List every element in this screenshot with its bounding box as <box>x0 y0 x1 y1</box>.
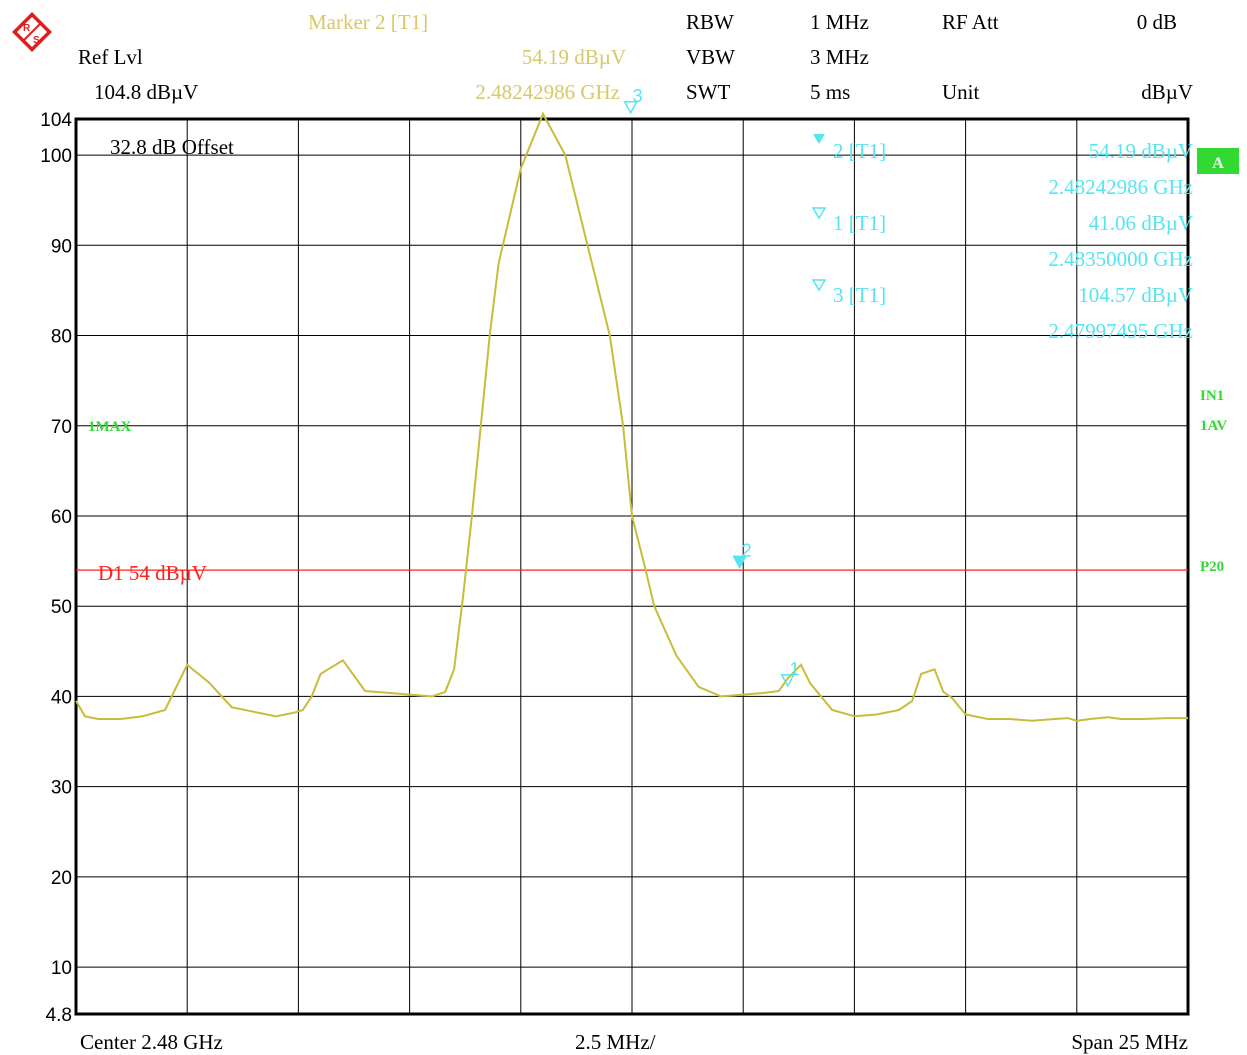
side-label-p20: P20 <box>1200 559 1224 575</box>
marker-3-icon <box>623 101 638 115</box>
marker-1-icon <box>780 674 795 688</box>
marker-table-freq: 2.47997495 GHz <box>1048 319 1193 343</box>
spectrum-trace <box>75 111 1188 722</box>
marker-triangle-icon <box>811 279 827 292</box>
trace-markers: 3 2 1 <box>623 86 800 688</box>
marker-filled-triangle-icon <box>813 134 825 144</box>
y-tick-label: 20 <box>51 868 72 889</box>
marker-2-label: 2 <box>742 540 752 560</box>
y-axis-ticks: 104 100 90 80 70 60 50 40 30 20 10 4.8 <box>40 110 72 1026</box>
marker-frequency: 2.48242986 GHz <box>475 80 620 104</box>
rs-logo: R S <box>12 12 52 52</box>
marker-level: 54.19 dBµV <box>522 45 626 69</box>
per-division: 2.5 MHz/ <box>575 1030 656 1054</box>
marker-table-level: 104.57 dBµV <box>1078 283 1193 307</box>
marker-table-label: 1 [T1] <box>833 211 886 235</box>
unit-value: dBµV <box>1141 80 1193 104</box>
y-tick-label: 10 <box>51 958 72 979</box>
marker-table-freq: 2.48350000 GHz <box>1048 247 1193 271</box>
marker-3-label: 3 <box>633 86 643 106</box>
y-tick-label: 50 <box>51 597 72 618</box>
swt-label: SWT <box>686 80 731 104</box>
marker-table: 2 [T1] 54.19 dBµV 2.48242986 GHz 1 [T1] … <box>811 134 1193 343</box>
y-tick-label: 100 <box>40 146 72 167</box>
ref-level-value: 104.8 dBµV <box>94 80 198 104</box>
unit-label: Unit <box>942 80 980 104</box>
side-label-1av: 1AV <box>1200 418 1227 434</box>
y-tick-label: 104 <box>40 110 72 131</box>
rf-att-value: 0 dB <box>1137 10 1177 34</box>
svg-text:R: R <box>23 23 31 34</box>
vbw-label: VBW <box>686 45 735 69</box>
side-label-in1: IN1 <box>1200 388 1224 404</box>
marker-1-label: 1 <box>790 659 800 679</box>
y-tick-label: 40 <box>51 687 72 708</box>
y-tick-label: 60 <box>51 507 72 528</box>
ref-level-label: Ref Lvl <box>78 45 143 69</box>
swt-value: 5 ms <box>810 80 850 104</box>
rbw-value: 1 MHz <box>810 10 869 34</box>
y-tick-label: 90 <box>51 236 72 257</box>
display-line-label: D1 54 dBµV <box>98 561 207 585</box>
vbw-value: 3 MHz <box>810 45 869 69</box>
y-tick-label: 30 <box>51 778 72 799</box>
trace-a-badge <box>1197 148 1239 174</box>
plot-frame <box>74 117 1190 1016</box>
y-tick-label: 80 <box>51 327 72 348</box>
center-frequency: Center 2.48 GHz <box>80 1030 223 1054</box>
svg-text:S: S <box>33 35 40 46</box>
y-tick-label: 70 <box>51 417 72 438</box>
marker-table-label: 3 [T1] <box>833 283 886 307</box>
trace-mode-label: 1MAX <box>88 419 131 435</box>
span: Span 25 MHz <box>1071 1030 1188 1054</box>
marker-table-freq: 2.48242986 GHz <box>1048 175 1193 199</box>
marker-triangle-icon <box>811 207 827 220</box>
offset-annotation: 32.8 dB Offset <box>110 135 234 159</box>
trace-a-badge-label: A <box>1212 155 1224 172</box>
y-tick-label: 4.8 <box>46 1005 72 1026</box>
marker-2-icon <box>732 555 747 569</box>
rbw-label: RBW <box>686 10 734 34</box>
marker-table-level: 54.19 dBµV <box>1089 139 1193 163</box>
marker-title: Marker 2 [T1] <box>308 10 428 34</box>
rf-att-label: RF Att <box>942 10 999 34</box>
plot-grid <box>76 119 1188 1014</box>
marker-table-label: 2 [T1] <box>833 139 886 163</box>
marker-table-level: 41.06 dBµV <box>1089 211 1193 235</box>
